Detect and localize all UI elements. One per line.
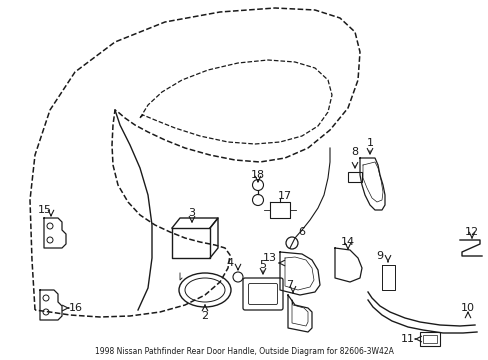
Text: 7: 7 xyxy=(286,280,293,290)
Text: 1: 1 xyxy=(366,138,373,148)
Text: 18: 18 xyxy=(250,170,264,180)
Text: 5: 5 xyxy=(259,260,266,270)
Bar xyxy=(347,172,361,182)
Text: 1998 Nissan Pathfinder Rear Door Handle, Outside Diagram for 82606-3W42A: 1998 Nissan Pathfinder Rear Door Handle,… xyxy=(95,347,393,356)
Text: 12: 12 xyxy=(464,227,478,237)
Text: 3: 3 xyxy=(188,208,195,218)
Bar xyxy=(419,332,439,346)
Text: 16: 16 xyxy=(69,303,83,313)
Text: 10: 10 xyxy=(460,303,474,313)
Text: 6: 6 xyxy=(298,227,305,237)
Bar xyxy=(422,335,436,343)
Text: 17: 17 xyxy=(277,191,291,201)
Text: 2: 2 xyxy=(201,311,208,321)
Text: 15: 15 xyxy=(38,205,52,215)
Text: 4: 4 xyxy=(226,258,233,268)
Text: 11: 11 xyxy=(400,334,414,344)
Text: 8: 8 xyxy=(351,147,358,157)
Text: 13: 13 xyxy=(263,253,276,263)
Text: 9: 9 xyxy=(376,251,383,261)
Text: 14: 14 xyxy=(340,237,354,247)
